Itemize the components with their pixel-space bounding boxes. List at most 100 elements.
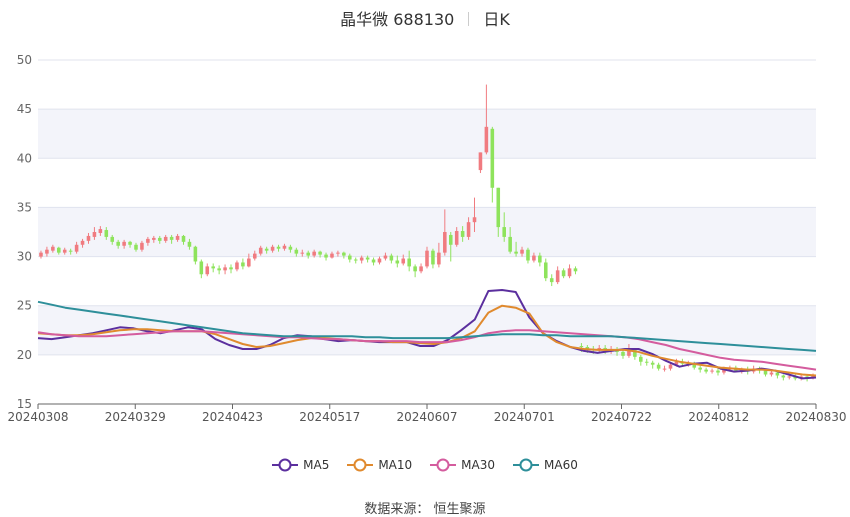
candle-body <box>478 152 483 171</box>
x-tick-label: 20240607 <box>396 410 457 424</box>
candle-body <box>169 236 174 240</box>
x-tick-label: 20240812 <box>688 410 749 424</box>
candle-body <box>80 240 85 245</box>
candle-body <box>264 248 269 251</box>
candle-body <box>157 237 162 241</box>
candle-body <box>86 235 91 241</box>
y-tick-label: 25 <box>17 299 32 313</box>
candle-body <box>205 266 210 275</box>
candle-body <box>407 258 411 267</box>
candle-body <box>573 268 578 272</box>
stock-name: 晶华微 688130 <box>340 10 455 29</box>
candle-body <box>252 253 257 259</box>
candle-body <box>555 270 560 283</box>
candle-body <box>496 187 501 228</box>
candle-body <box>567 268 572 277</box>
legend-marker-icon <box>347 458 374 472</box>
candle-body <box>781 375 786 378</box>
legend-label: MA5 <box>303 458 330 472</box>
title-separator <box>468 12 470 26</box>
candle-body <box>122 241 126 246</box>
candle-body <box>324 254 328 258</box>
candle-body <box>223 267 227 271</box>
candle-body <box>134 244 138 250</box>
candle-body <box>674 361 679 365</box>
candle-body <box>710 370 714 372</box>
kline-chart: 15 20 25 30 35 40 45 50 20240308 20240329 2024042… <box>7 53 847 424</box>
candle-body <box>247 258 251 267</box>
candle-body <box>543 262 548 279</box>
candle-body <box>140 242 144 250</box>
candle-body <box>294 249 299 254</box>
candle-body <box>787 376 792 378</box>
legend-item-ma10[interactable]: MA10 <box>347 458 412 472</box>
candle-body <box>633 349 637 357</box>
candle-body <box>549 278 554 283</box>
candle-body <box>722 369 726 373</box>
candle-body <box>365 257 370 260</box>
candle-body <box>98 229 103 233</box>
y-tick-label: 30 <box>17 250 32 264</box>
candle-body <box>235 262 239 270</box>
candle-body <box>585 346 590 349</box>
candle-body <box>342 252 346 256</box>
candle-body <box>704 369 708 372</box>
legend-label: MA30 <box>461 458 496 472</box>
x-tick-label: 20240701 <box>494 410 555 424</box>
candle-body <box>270 246 275 251</box>
y-tick-label: 50 <box>17 53 32 67</box>
legend-item-ma30[interactable]: MA30 <box>430 458 495 472</box>
candle-body <box>187 241 192 247</box>
candle-body <box>39 252 43 257</box>
candle-body <box>775 372 780 376</box>
candle-body <box>419 266 423 272</box>
candle-body <box>692 363 697 368</box>
candle-body <box>561 270 566 277</box>
candle-body <box>62 249 67 253</box>
candle-body <box>175 235 180 240</box>
candle-body <box>454 231 459 245</box>
candle-body <box>104 230 109 237</box>
candle-body <box>520 249 524 254</box>
candle-body <box>128 241 132 245</box>
candle-body <box>211 266 215 269</box>
candle-body <box>336 252 340 254</box>
candle-body <box>300 252 305 254</box>
candle-body <box>116 241 120 246</box>
candle-body <box>490 128 495 188</box>
candle-body <box>57 247 61 253</box>
candle-body <box>716 370 720 373</box>
candle-body <box>532 255 536 261</box>
candle-body <box>110 236 115 242</box>
y-tick-label: 35 <box>17 200 32 214</box>
candle-body <box>763 370 768 375</box>
period-label: 日K <box>483 10 510 29</box>
y-tick-label: 15 <box>17 397 32 411</box>
legend-item-ma5[interactable]: MA5 <box>272 458 329 472</box>
candle-body <box>656 364 661 369</box>
moving-average-lines <box>37 289 817 380</box>
candle-body <box>353 259 358 261</box>
grid-band <box>38 109 816 159</box>
candle-body <box>45 249 49 254</box>
candle-body <box>662 368 667 370</box>
candle-body <box>312 251 316 256</box>
candle-body <box>199 261 204 275</box>
candle-body <box>484 126 489 153</box>
candle-body <box>431 250 435 265</box>
candle-body <box>258 247 263 254</box>
candle-body <box>538 255 542 263</box>
candle-body <box>448 234 453 245</box>
legend-marker-icon <box>272 458 299 472</box>
legend-item-ma60[interactable]: MA60 <box>513 458 578 472</box>
candle-body <box>330 253 334 258</box>
candle-body <box>395 260 400 264</box>
series-line-ma60 <box>37 300 817 352</box>
candle-body <box>769 372 774 375</box>
candle-body <box>51 246 55 251</box>
candle-body <box>68 250 73 252</box>
x-tick-label: 20240423 <box>202 410 263 424</box>
candle-body <box>668 364 673 369</box>
candle-body <box>276 246 281 249</box>
x-axis-labels: 20240308 20240329 20240423 20240517 20240607… <box>7 404 847 424</box>
